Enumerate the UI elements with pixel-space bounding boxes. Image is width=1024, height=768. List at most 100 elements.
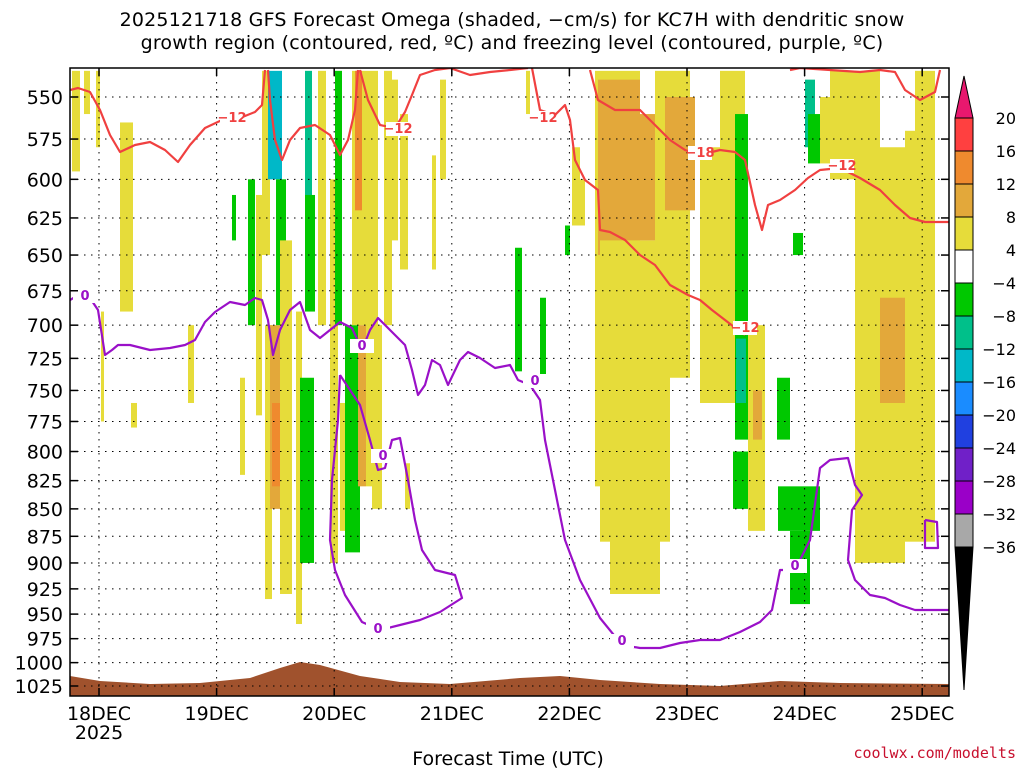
colorbar-label-4: 4 [1006, 241, 1016, 260]
y-tick-label-875: 875 [27, 526, 63, 548]
dgz-contour-1 [70, 69, 267, 164]
colorbar-swatch-0 [954, 117, 974, 152]
colorbar-label-2: 12 [996, 175, 1016, 194]
omega-cell-23 [330, 179, 338, 563]
dgz-label-5: −12 [731, 321, 760, 336]
colorbar-label-10: −24 [982, 439, 1016, 458]
freezing-label-4-bg [366, 622, 390, 636]
colorbar: 20 16 12 8 4 −4 −8 −12 −16 −20 −24 −28 −32 −36 [954, 75, 1016, 691]
omega-cell-29 [358, 325, 366, 487]
colorbar-label-6: −8 [992, 307, 1016, 326]
colorbar-swatch-6 [954, 315, 974, 350]
credit-link[interactable]: coolwx.com/modelts [853, 744, 1016, 762]
omega-cell-1 [84, 70, 90, 115]
y-tick-label-550: 550 [27, 87, 63, 109]
dgz-contour-4 [530, 68, 746, 336]
y-tick-label-600: 600 [27, 169, 63, 191]
freezing-label-4: 0 [373, 622, 382, 637]
omega-cell-4 [120, 122, 133, 312]
omega-cell-45 [598, 79, 640, 256]
omega-cell-0 [72, 70, 80, 172]
dgz-contour-6 [789, 68, 942, 102]
x-tick-label-3: 21DEC [420, 703, 484, 725]
omega-cell-63 [808, 114, 820, 164]
colorbar-swatch-4 [954, 249, 974, 284]
omega-cell-20 [305, 194, 315, 312]
dgz-label-4-bg [830, 159, 854, 173]
colorbar-swatch-8 [954, 381, 974, 416]
freezing-contour-1 [70, 292, 949, 650]
y-tick-label-900: 900 [27, 553, 63, 575]
y-tick-label-700: 700 [27, 315, 63, 337]
plot-frame [69, 67, 950, 697]
omega-cell-26 [345, 325, 360, 553]
colorbar-swatch-3 [954, 216, 974, 251]
omega-cell-17 [280, 240, 292, 594]
y-tick-label-1000: 1000 [15, 653, 63, 675]
freezing-label-6-bg [783, 559, 807, 573]
colorbar-label-13: −36 [982, 538, 1016, 557]
omega-cell-7 [232, 194, 236, 241]
colorbar-label-12: −32 [982, 505, 1016, 524]
contour-lines: −12 −12 −12 −18 −12 −12 0 0 0 0 0 0 0 [70, 68, 949, 650]
freezing-contour-3 [923, 518, 940, 550]
omega-shading [72, 70, 935, 625]
omega-cell-5 [131, 402, 137, 428]
y-tick-label-575: 575 [27, 129, 63, 151]
y-axis: 550 575 600 625 650 675 700 725 750 775 800 825 850 8… [15, 87, 949, 698]
omega-cell-43 [580, 179, 585, 226]
freezing-label-6: 0 [790, 559, 799, 574]
dgz-label-0: −12 [218, 111, 247, 126]
y-tick-label-925: 925 [27, 579, 63, 601]
y-tick-label-675: 675 [27, 281, 63, 303]
colorbar-label-8: −16 [982, 373, 1016, 392]
freezing-label-0: 0 [80, 289, 89, 304]
y-tick-label-850: 850 [27, 499, 63, 521]
colorbar-swatch-1 [954, 150, 974, 185]
x-tick-sublabel: 2025 [75, 722, 123, 744]
x-tick-label-1: 19DEC [185, 703, 249, 725]
colorbar-swatch-2 [954, 183, 974, 218]
x-tick-label-2: 20DEC [302, 703, 366, 725]
freezing-label-1-bg [350, 339, 374, 353]
omega-cell-19 [305, 70, 312, 218]
omega-cell-33 [388, 79, 398, 241]
omega-cell-38 [515, 247, 522, 372]
dgz-label-5-bg [733, 321, 757, 335]
chart-title-line-1: 2025121718 GFS Forecast Omega (shaded, −… [119, 9, 905, 31]
omega-cell-18 [296, 311, 302, 625]
y-tick-label-975: 975 [27, 629, 63, 651]
omega-cell-28 [355, 70, 362, 211]
omega-cell-71 [915, 70, 935, 211]
freezing-label-5-bg [610, 634, 634, 648]
dgz-contour-3 [358, 68, 529, 130]
y-tick-label-800: 800 [27, 442, 63, 464]
colorbar-label-7: −12 [982, 340, 1016, 359]
colorbar-label-9: −20 [982, 406, 1016, 425]
omega-cell-41 [565, 225, 570, 256]
omega-cell-55 [736, 338, 746, 403]
freezing-contour-2 [328, 374, 464, 632]
omega-cell-10 [256, 194, 262, 416]
x-tick-label-6: 24DEC [773, 703, 837, 725]
omega-cell-3 [101, 311, 104, 422]
y-tick-label-950: 950 [27, 604, 63, 626]
omega-cell-12 [265, 325, 272, 600]
omega-cell-40 [540, 297, 546, 378]
omega-cell-42 [572, 147, 580, 226]
omega-cell-31 [372, 325, 382, 509]
x-tick-label-0: 18DEC [67, 703, 131, 725]
omega-cell-8 [240, 377, 245, 475]
freezing-label-1: 0 [357, 339, 366, 354]
freezing-label-3: 0 [530, 374, 539, 389]
omega-cell-58 [753, 390, 762, 440]
chart-title-line-2: growth region (contoured, red, ºC) and f… [140, 32, 884, 54]
omega-cell-9 [248, 179, 255, 326]
omega-cell-11 [262, 70, 270, 256]
colorbar-label-3: 8 [1006, 208, 1016, 227]
dgz-contour-2 [266, 69, 360, 162]
y-tick-label-725: 725 [27, 348, 63, 370]
colorbar-swatch-5 [954, 282, 974, 317]
terrain-surface [70, 662, 949, 696]
